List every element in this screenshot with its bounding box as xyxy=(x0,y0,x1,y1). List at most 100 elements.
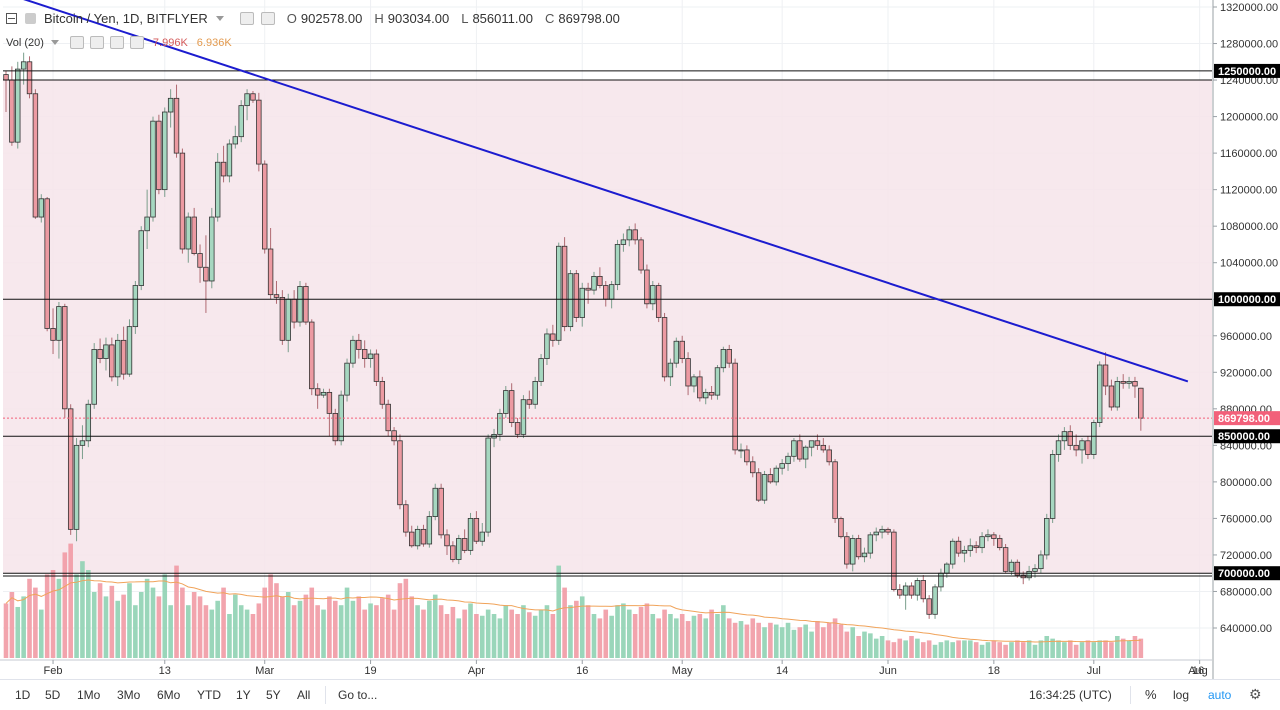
candle-body xyxy=(62,306,68,410)
volume-bar xyxy=(115,600,121,658)
candle-body xyxy=(708,391,715,396)
collapse-icon[interactable] xyxy=(6,13,17,24)
volume-bar xyxy=(1115,636,1120,658)
volume-dropdown-icon[interactable] xyxy=(50,40,59,45)
candle-body xyxy=(638,239,644,271)
candle-body xyxy=(985,534,991,538)
candle xyxy=(397,434,403,510)
candle xyxy=(120,326,127,380)
time-tick-label: 16 xyxy=(576,665,588,677)
toolbar-divider xyxy=(1130,686,1131,704)
volume-label[interactable]: Vol (20) xyxy=(6,36,44,49)
goto-button[interactable]: Go to... xyxy=(338,688,378,702)
candle xyxy=(973,541,979,554)
log-toggle[interactable]: log xyxy=(1173,688,1190,702)
candle xyxy=(1114,376,1121,411)
candle xyxy=(73,438,80,542)
range-1y-button[interactable]: 1Y xyxy=(236,688,251,702)
candle-body xyxy=(403,504,409,533)
range-all-button[interactable]: All xyxy=(297,688,311,702)
volume-hide-icon[interactable] xyxy=(89,36,104,49)
percent-toggle[interactable]: % xyxy=(1145,687,1157,702)
time-tick-label: Mar xyxy=(255,665,274,677)
candle xyxy=(91,343,97,409)
gear-icon[interactable]: ⚙ xyxy=(1249,686,1262,702)
candle xyxy=(714,364,721,400)
candle-body xyxy=(73,444,80,530)
candle-body xyxy=(26,61,33,95)
candle xyxy=(655,282,662,323)
range-1mo-button[interactable]: 1Mo xyxy=(77,688,101,702)
range-ytd-button[interactable]: YTD xyxy=(197,688,221,702)
last-price-label-bg xyxy=(1214,411,1280,426)
settings-icon[interactable] xyxy=(239,12,254,25)
candle xyxy=(508,383,515,428)
range-1d-button[interactable]: 1D xyxy=(15,688,31,702)
candle xyxy=(703,388,709,405)
candle-body xyxy=(444,534,450,547)
volume-bar xyxy=(1120,638,1126,658)
candle-body xyxy=(844,536,850,565)
volume-bar xyxy=(597,618,603,658)
candle xyxy=(797,434,803,462)
candle-body xyxy=(144,216,150,232)
range-6mo-button[interactable]: 6Mo xyxy=(157,688,181,702)
hide-icon[interactable] xyxy=(260,12,275,25)
volume-bar xyxy=(1015,640,1020,658)
candle xyxy=(850,534,856,572)
volume-bar xyxy=(391,609,397,658)
candle-body xyxy=(1114,381,1121,408)
volume-bar xyxy=(1091,642,1097,658)
candle-body xyxy=(1120,381,1126,384)
symbol-dropdown-icon[interactable] xyxy=(215,16,224,21)
candle-body xyxy=(885,528,891,533)
range-5y-button[interactable]: 5Y xyxy=(266,688,281,702)
volume-bar xyxy=(421,609,426,658)
candle-body xyxy=(755,472,762,501)
volume-bar xyxy=(944,640,950,658)
volume-bar xyxy=(50,570,56,658)
volume-more-icon[interactable] xyxy=(109,36,124,49)
volume-settings-icon[interactable] xyxy=(69,36,84,49)
volume-bar xyxy=(291,605,297,658)
auto-toggle[interactable]: auto xyxy=(1208,688,1232,702)
candle-body xyxy=(56,306,62,341)
candle-body xyxy=(944,563,950,574)
volume-bar xyxy=(1020,642,1026,658)
volume-bar xyxy=(562,587,567,658)
range-5d-button[interactable]: 5D xyxy=(45,688,61,702)
volume-bar xyxy=(385,594,391,658)
candle-body xyxy=(50,328,56,341)
volume-bar xyxy=(1026,640,1032,658)
volume-bar xyxy=(850,627,856,658)
symbol-title[interactable]: Bitcoin / Yen, 1D, BITFLYER xyxy=(44,11,208,26)
time-tick-label: May xyxy=(672,665,693,677)
candle-body xyxy=(167,97,174,113)
candle xyxy=(44,196,50,332)
candle-body xyxy=(703,391,709,399)
candle-body xyxy=(373,353,380,382)
candle-body xyxy=(585,287,591,291)
symbol-icon xyxy=(25,13,36,24)
volume-bar xyxy=(815,621,820,658)
range-3mo-button[interactable]: 3Mo xyxy=(117,688,141,702)
candle-body xyxy=(438,487,444,536)
candle-body xyxy=(685,358,691,387)
price-axis: 1320000.00 1280000.00 1240000.00 1200000.00… xyxy=(1212,0,1280,680)
candle xyxy=(356,333,362,359)
candle xyxy=(1120,374,1126,389)
volume-bar xyxy=(415,605,420,658)
volume-bar xyxy=(274,583,279,658)
candle xyxy=(1108,379,1115,411)
candle-body xyxy=(326,391,333,414)
price-tick-label: 800000.00 xyxy=(1220,477,1272,489)
time-tick-label: Apr xyxy=(468,665,485,677)
volume-bar xyxy=(380,598,385,658)
volume-bar xyxy=(962,640,967,658)
volume-bar xyxy=(97,583,103,658)
candle-body xyxy=(1091,422,1097,455)
volume-close-icon[interactable] xyxy=(129,36,144,49)
trendline[interactable] xyxy=(6,0,1189,383)
candle xyxy=(926,595,932,619)
